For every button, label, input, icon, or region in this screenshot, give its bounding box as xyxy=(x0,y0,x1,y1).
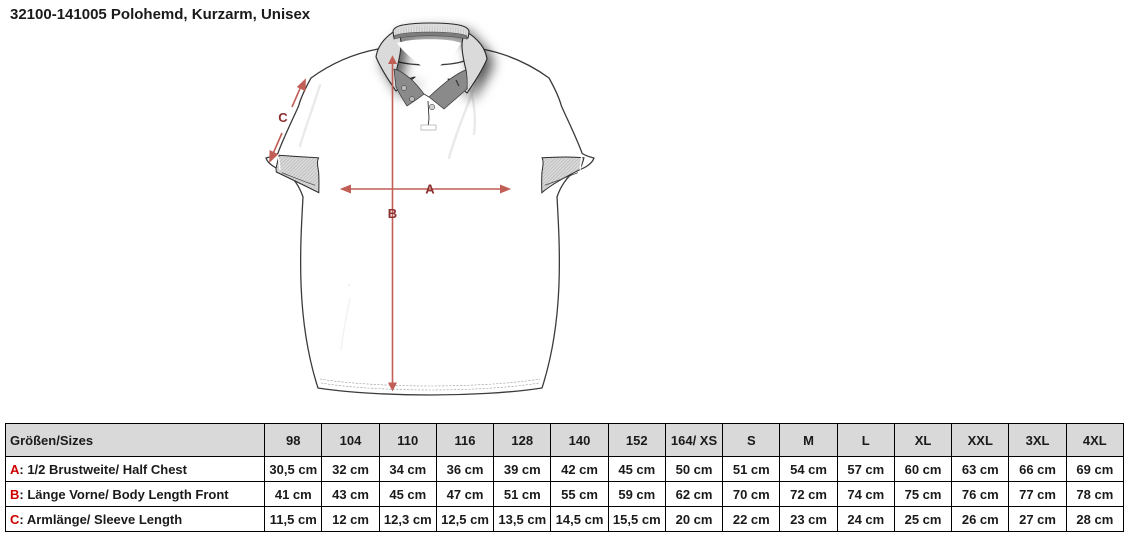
svg-text:A: A xyxy=(425,182,435,197)
svg-text:C: C xyxy=(278,110,288,125)
svg-text:B: B xyxy=(388,206,397,221)
